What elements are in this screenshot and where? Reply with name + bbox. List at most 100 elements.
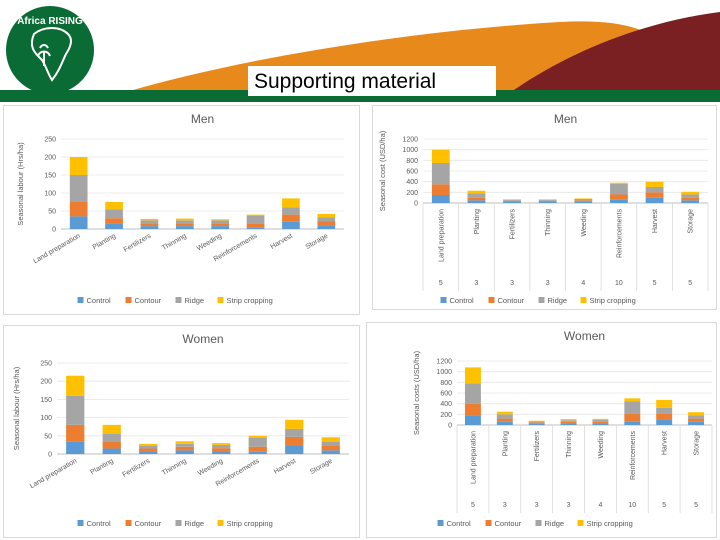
men-cost-bar-2-6 (645, 187, 664, 193)
women-cost-count-6: 5 (662, 502, 666, 509)
men-labour-bar-1-7 (317, 221, 336, 226)
men-cost-count-0: 5 (439, 280, 443, 287)
women-labour-legend-label-0: Control (87, 519, 112, 528)
men-labour-bar-2-7 (317, 217, 336, 222)
women-cost-bar-1-0 (464, 403, 481, 416)
women-cost-bar-1-5 (624, 413, 641, 422)
women-labour-bar-2-1 (102, 433, 121, 442)
chart-men-labour: Men Seasonal labour (Hrs/ha) 0 50 100 150 200 2… (16, 112, 344, 305)
men-labour-bar-1-5 (246, 223, 265, 228)
men-cost-bar-1-6 (645, 192, 664, 198)
women-labour-ytick-0: 0 (48, 452, 52, 459)
women-labour-xtick-4: Weeding (197, 458, 224, 478)
women-cost-bar-3-1 (496, 411, 513, 415)
women-labour-legend-label-2: Ridge (185, 519, 205, 528)
women-cost-bar-0-7 (688, 421, 705, 425)
women-cost-bar-1-1 (496, 418, 513, 422)
men-labour-xtick-6: Harvest (270, 233, 294, 251)
women-labour-xtick-6: Harvest (273, 458, 297, 476)
men-cost-bar-0-1 (467, 200, 486, 203)
women-cost-bar-0-0 (464, 415, 481, 425)
women-cost-legend-label-1: Contour (495, 519, 522, 528)
men-labour-xtick-4: Weeding (196, 233, 223, 253)
men-cost-bar-2-0 (431, 163, 450, 185)
women-cost-xtick-0: Land preparation (470, 431, 477, 484)
women-cost-bar-2-4 (592, 419, 609, 422)
women-labour-bar-2-2 (139, 445, 158, 449)
men-labour-legend-swatch-1 (125, 297, 132, 303)
women-labour-ytick-2: 100 (40, 415, 52, 422)
chart-women-labour: Women Seasonal labour (Hrs/ha) 0 50 100 150 20… (12, 332, 349, 528)
men-cost-bar-3-2 (503, 199, 521, 200)
men-cost-bar-3-5 (610, 182, 628, 184)
women-labour-bar-1-3 (175, 446, 194, 451)
women-cost-bar-1-7 (688, 418, 705, 422)
men-labour-bar-2-2 (140, 220, 159, 224)
women-cost-bar-0-1 (496, 421, 513, 425)
women-cost-ytick-3: 600 (440, 391, 452, 398)
men-cost-ytick-0: 0 (414, 201, 418, 208)
men-labour-legend-label-3: Strip cropping (227, 296, 273, 305)
men-cost-bar-1-3 (538, 200, 557, 202)
women-cost-count-3: 3 (567, 502, 571, 509)
men-labour-bar-3-5 (246, 214, 265, 216)
women-cost-bar-2-5 (624, 401, 641, 414)
women-cost-bar-1-6 (656, 413, 673, 420)
men-cost-bar-2-5 (610, 183, 628, 195)
men-labour-legend-swatch-2 (175, 297, 182, 303)
men-labour-bar-1-4 (211, 223, 230, 227)
women-labour-bar-0-0 (66, 441, 85, 454)
women-cost-bar-3-3 (560, 419, 577, 421)
men-labour-xtick-7: Storage (305, 233, 330, 251)
men-labour-bar-2-5 (246, 215, 265, 224)
women-labour-bar-2-6 (285, 428, 304, 437)
women-labour-bar-0-4 (212, 451, 231, 454)
women-cost-legend-label-2: Ridge (545, 519, 565, 528)
men-labour-ytick-4: 200 (44, 155, 56, 162)
women-labour-bar-3-0 (66, 375, 85, 396)
women-cost-legend-swatch-0 (437, 520, 444, 526)
women-labour-bar-3-5 (248, 435, 267, 438)
women-labour-bar-3-1 (102, 424, 121, 434)
men-labour-bar-0-3 (175, 226, 194, 229)
men-cost-xtick-0: Land preparation (438, 209, 445, 262)
men-cost-bar-0-0 (431, 195, 450, 203)
women-cost-bar-2-2 (528, 421, 545, 423)
women-labour-ylabel: Seasonal labour (Hrs/ha) (12, 366, 21, 450)
women-cost-count-5: 10 (628, 502, 636, 509)
men-labour-ytick-0: 0 (52, 227, 56, 234)
men-cost-bar-3-6 (645, 181, 664, 187)
men-labour-bar-3-2 (140, 218, 159, 221)
women-labour-bar-3-7 (321, 437, 340, 442)
women-labour-xtick-7: Storage (309, 458, 334, 476)
men-labour-bar-2-0 (69, 175, 88, 202)
men-cost-bar-1-4 (574, 200, 593, 202)
men-labour-bar-3-1 (105, 202, 123, 210)
women-labour-xtick-0: Land preparation (29, 458, 78, 491)
women-cost-title: Women (564, 329, 605, 343)
logo-tree-icon (37, 44, 51, 66)
men-cost-bar-3-7 (681, 191, 700, 195)
chart-women-cost: Women Seasonal costs (USD/ha) 0 200 400 600 80… (412, 329, 713, 528)
men-cost-ytick-1: 200 (406, 190, 418, 197)
men-cost-bar-0-2 (503, 201, 521, 203)
header-banner (0, 12, 720, 102)
chart-panel-men-labour: Men Seasonal labour (Hrs/ha) 0 50 100 150 200 2… (3, 105, 360, 315)
women-labour-bar-1-2 (139, 448, 158, 452)
women-labour-ytick-4: 200 (40, 379, 52, 386)
women-cost-bar-1-2 (528, 422, 545, 424)
men-cost-count-1: 3 (474, 280, 478, 287)
men-cost-count-7: 5 (688, 280, 692, 287)
men-cost-bar-1-0 (431, 184, 450, 195)
banner-orange-swoosh (100, 21, 660, 101)
women-cost-ytick-2: 400 (440, 401, 452, 408)
women-labour-bar-3-4 (212, 443, 231, 445)
men-cost-ytick-6: 1200 (402, 137, 418, 144)
women-cost-bar-1-4 (592, 421, 609, 424)
women-labour-bar-3-3 (175, 441, 194, 444)
women-cost-bar-2-3 (560, 420, 577, 422)
women-labour-ytick-1: 50 (44, 433, 52, 440)
men-labour-xtick-1: Planting (92, 233, 117, 252)
men-cost-bar-0-6 (645, 197, 664, 203)
women-labour-bar-0-2 (139, 451, 158, 454)
